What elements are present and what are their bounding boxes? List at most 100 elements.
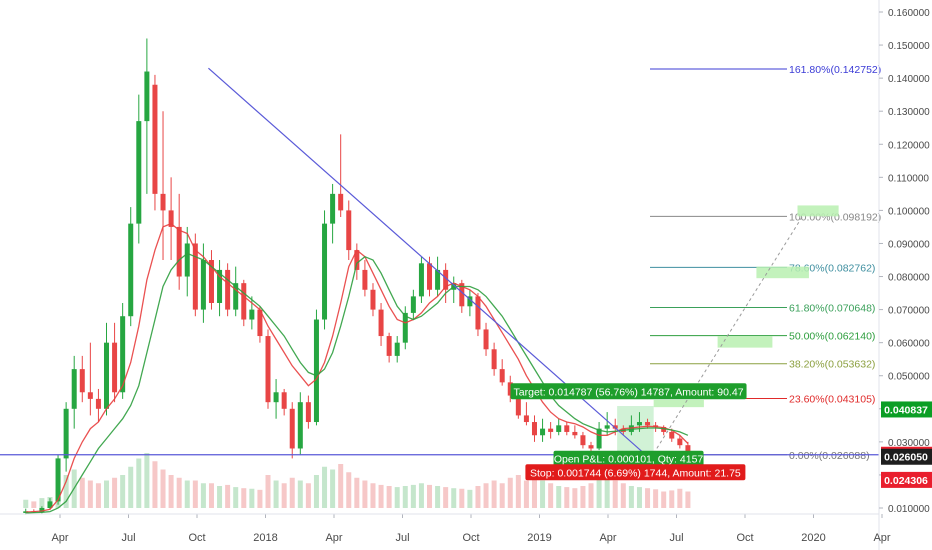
volume-bar: [370, 483, 376, 508]
moving-averages: [25, 222, 689, 514]
volume-bar: [677, 488, 683, 508]
fib-level-label: 38.20%(0.053632): [789, 359, 875, 371]
candle-body: [233, 283, 239, 310]
volume-bar: [136, 458, 142, 508]
fibonacci-extension[interactable]: 161.80%(0.142752)100.00%(0.098192)78.60%…: [650, 64, 881, 462]
volume-bar: [645, 488, 651, 508]
candle-body: [217, 269, 223, 303]
time-scale[interactable]: Apr Jul Oct 2018 Apr Jul Oct 2019 Apr Jul Oct 2020 A…: [0, 513, 891, 544]
volume-bar: [386, 486, 392, 508]
candle-body: [435, 269, 441, 290]
volume-bar: [459, 488, 465, 508]
candle-body: [427, 263, 433, 290]
volume-bar: [418, 483, 424, 508]
volume-bar: [572, 488, 578, 508]
candle-body: [338, 193, 344, 211]
fib-level-label: 50.00%(0.062140): [789, 331, 875, 343]
candle-body: [160, 193, 166, 211]
candle-body: [459, 283, 465, 307]
price-scale[interactable]: 0.160000 0.150000 0.140000 0.130000 0.120000…: [879, 8, 930, 515]
volume-bar: [200, 483, 206, 508]
x-tick-label: Oct: [188, 532, 205, 544]
candle-body: [330, 193, 336, 224]
trade-labels: Target: 0.014787 (56.76%) 14787, Amount:…: [510, 383, 747, 481]
volume-bar: [523, 480, 529, 508]
price-badge: [881, 471, 932, 488]
candle-body: [297, 402, 303, 449]
candle-body: [120, 316, 126, 393]
volume-bar: [580, 486, 586, 508]
candle-body: [289, 408, 295, 449]
projection-box: [756, 266, 809, 279]
y-tick-label: 0.010000: [888, 504, 930, 515]
volume-bar: [289, 477, 295, 508]
target-label-box: [510, 383, 747, 400]
candle-body: [572, 431, 578, 436]
stop-label: Stop: 0.001744 (6.69%) 1744, Amount: 21.…: [530, 467, 741, 479]
volume-bar: [273, 480, 279, 508]
candle-body: [370, 289, 376, 310]
price-badge-text: 0.026050: [884, 452, 928, 464]
volume-bar: [507, 477, 513, 508]
y-tick-label: 0.130000: [888, 107, 930, 118]
candle-body: [313, 319, 319, 423]
candle-body: [580, 435, 586, 446]
candle-body: [531, 422, 537, 436]
candle-body: [346, 210, 352, 251]
candle-body: [305, 402, 311, 423]
volume-bar: [79, 477, 85, 508]
fib-level-label: 0.00%(0.026088): [789, 450, 870, 462]
candle-body: [103, 342, 110, 409]
open-pnl-label-box: [553, 450, 704, 467]
volume-bar: [87, 480, 93, 508]
open-pnl-label: Open P&L: 0.000101, Qty: 4157: [554, 454, 704, 466]
candle-body: [71, 369, 77, 409]
volume-bar: [394, 487, 400, 508]
price-badge-text: 0.024306: [884, 475, 928, 487]
volume-bar: [491, 480, 497, 508]
candle-body: [354, 250, 360, 270]
y-tick-label: 0.140000: [888, 74, 930, 85]
x-tick-label: Jul: [669, 532, 683, 544]
candle-body: [378, 309, 384, 337]
volume-bar: [176, 477, 182, 508]
volume-bar: [410, 484, 416, 508]
volume-bar: [281, 483, 287, 508]
candle-body: [669, 431, 675, 439]
y-tick-label: 0.160000: [888, 8, 930, 19]
candle-body: [596, 428, 602, 449]
moving-average-line: [25, 252, 689, 514]
candle-body: [168, 210, 174, 227]
projection-box: [717, 336, 773, 348]
y-tick-label: 0.080000: [888, 273, 930, 284]
candle-body: [612, 425, 618, 429]
volume-bar: [346, 472, 352, 508]
volume-bar: [628, 486, 634, 508]
volume-bar: [249, 488, 255, 508]
volume-bar: [128, 466, 134, 508]
x-tick-label: 2020: [801, 532, 825, 544]
x-tick-label: Apr: [325, 532, 342, 544]
projection-path[interactable]: [653, 216, 803, 454]
stop-label-box: [525, 464, 746, 481]
target-label: Target: 0.014787 (56.76%) 14787, Amount:…: [514, 386, 744, 398]
candle-body: [79, 369, 85, 393]
volume-bar: [265, 475, 271, 508]
y-tick-label: 0.030000: [888, 438, 930, 449]
volume-bar: [184, 480, 190, 508]
volume-bar: [322, 466, 328, 508]
x-tick-label: Jul: [395, 532, 409, 544]
volume-bar: [330, 469, 336, 508]
volume-bar: [354, 477, 360, 508]
volume-bar: [604, 477, 610, 508]
fib-level-label: 23.60%(0.043105): [789, 394, 875, 406]
volume-bar: [515, 475, 521, 508]
volume-bar: [192, 480, 198, 508]
x-tick-label: Oct: [736, 532, 753, 544]
candle-body: [499, 369, 505, 383]
y-tick-label: 0.090000: [888, 239, 930, 250]
volume-bar: [612, 480, 618, 508]
candle-body: [507, 382, 513, 396]
